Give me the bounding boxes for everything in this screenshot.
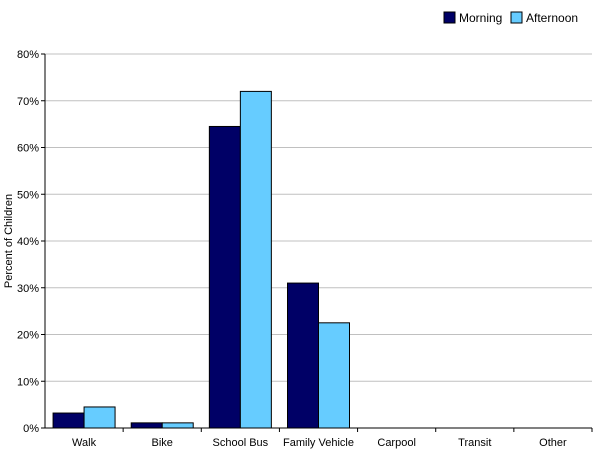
y-tick-label: 60% (17, 143, 39, 155)
bar-morning-walk (52, 412, 85, 429)
x-tick-label: Walk (72, 437, 97, 449)
bar-series (52, 90, 350, 429)
x-tick-labels: Walk Bike School Bus Family Vehicle Carpool T… (72, 428, 593, 449)
x-tick-label: Transit (458, 437, 491, 449)
bar-morning-family-vehicle (287, 282, 319, 429)
y-tick-label: 70% (17, 96, 39, 108)
chart-legend: Morning Afternoon (443, 11, 578, 25)
y-tick-label: 40% (17, 236, 39, 248)
x-tick-label: Family Vehicle (283, 437, 354, 449)
y-tick-label: 10% (17, 376, 39, 388)
x-tick-label: Other (539, 437, 567, 449)
y-tick-label: 50% (17, 189, 39, 201)
y-tick-label: 0% (23, 423, 39, 435)
y-tick-label: 80% (17, 49, 39, 61)
bar-morning-bike (130, 422, 163, 429)
bar-afternoon-family-vehicle (318, 322, 350, 429)
x-tick-label: Bike (152, 437, 173, 449)
bar-morning-school-bus (208, 125, 241, 429)
y-tick-label: 20% (17, 330, 39, 342)
bar-afternoon-school-bus (239, 90, 272, 429)
legend-label-morning: Morning (459, 11, 502, 25)
y-tick-labels: 0% 10% 20% 30% 40% 50% 60% 70% 80% (17, 49, 45, 435)
bar-afternoon-bike (161, 422, 194, 429)
x-tick-label: School Bus (213, 437, 269, 449)
legend-label-afternoon: Afternoon (526, 11, 578, 25)
y-axis-title: Percent of Children (3, 194, 15, 288)
legend-swatch-afternoon (510, 11, 523, 24)
legend-swatch-morning (443, 11, 456, 24)
bar-afternoon-walk (83, 406, 116, 429)
x-tick-label: Carpool (377, 437, 416, 449)
y-tick-label: 30% (17, 283, 39, 295)
